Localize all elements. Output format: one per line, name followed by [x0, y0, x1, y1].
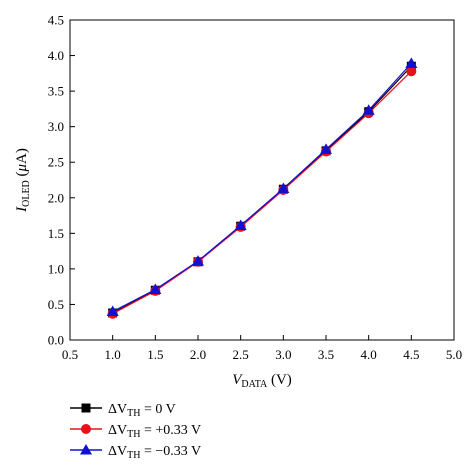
data-point-triangle	[192, 255, 204, 266]
series-line-square	[112, 65, 412, 314]
y-tick-label: 3.0	[48, 119, 64, 134]
data-point-triangle	[362, 104, 375, 115]
y-tick-label: 4.0	[48, 48, 64, 63]
x-tick-label: 3.5	[318, 347, 334, 362]
series-circle	[107, 66, 417, 319]
x-axis-title: VDATA (V)	[232, 372, 292, 390]
legend-label-triangle: ΔVTH = −0.33 V	[108, 444, 201, 461]
legend-marker-triangle	[80, 444, 92, 455]
data-point-triangle	[405, 57, 418, 68]
data-point-triangle	[149, 283, 162, 295]
series-line-circle	[112, 70, 412, 315]
y-tick-label: 0.5	[48, 297, 64, 312]
y-tick-label: 2.0	[48, 190, 64, 205]
x-tick-label: 0.5	[62, 347, 78, 362]
legend-label-circle: ΔVTH = +0.33 V	[108, 423, 201, 440]
y-axis-title: IOLED (μA)	[14, 148, 32, 213]
y-tick-label: 0.0	[48, 333, 64, 348]
y-axis-ticks: 0.0 0.5 1.0 1.5 2.0 2.5 3.0 3.5 4.0 4.5	[48, 13, 75, 348]
plot-frame	[69, 19, 455, 341]
y-tick-label: 1.0	[48, 261, 64, 276]
x-tick-label: 1.5	[147, 347, 163, 362]
legend-marker-circle	[81, 424, 91, 434]
data-point-triangle	[106, 305, 119, 317]
x-tick-label: 5.0	[446, 347, 462, 362]
legend-label-square: ΔVTH = 0 V	[108, 402, 176, 419]
x-tick-label: 2.0	[190, 347, 206, 362]
data-point-circle	[406, 66, 417, 77]
x-tick-label: 1.0	[105, 347, 121, 362]
series-square	[108, 61, 416, 318]
series-line-triangle	[112, 62, 412, 313]
y-tick-label: 3.5	[48, 84, 64, 99]
series-layer	[106, 57, 418, 319]
x-tick-label: 3.0	[275, 347, 291, 362]
data-point-triangle	[320, 143, 332, 154]
data-point-triangle	[234, 219, 247, 231]
legend-marker-square	[81, 403, 91, 413]
y-tick-label: 2.5	[48, 155, 64, 170]
series-triangle	[106, 57, 418, 317]
legend: ΔVTH = 0 V ΔVTH = +0.33 V ΔVTH = −0.33 V	[70, 402, 201, 461]
x-tick-label: 2.5	[233, 347, 249, 362]
y-tick-label: 4.5	[48, 13, 64, 28]
data-point-triangle	[277, 182, 290, 194]
x-tick-label: 4.0	[361, 347, 377, 362]
x-tick-label: 4.5	[403, 347, 419, 362]
y-tick-label: 1.5	[48, 226, 64, 241]
x-axis-ticks: 0.5 1.0 1.5 2.0 2.5 3.0 3.5 4.0 4.5 5.0	[62, 335, 462, 362]
